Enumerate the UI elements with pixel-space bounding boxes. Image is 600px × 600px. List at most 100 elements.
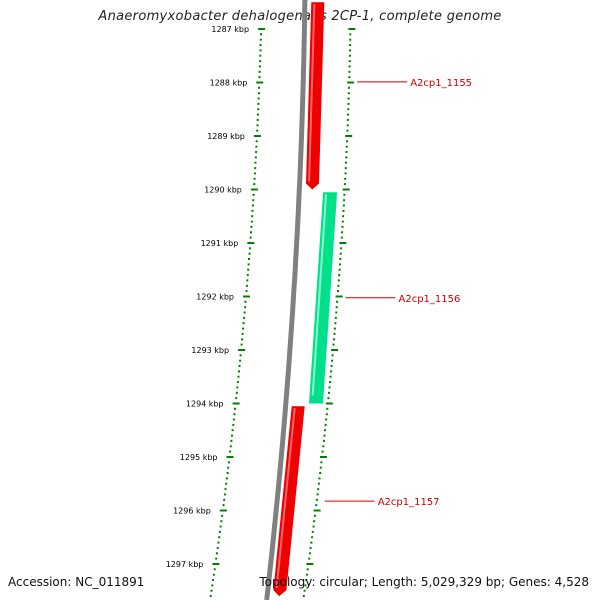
major-tick (253, 135, 261, 137)
minor-tick (217, 541, 220, 544)
minor-tick (225, 477, 228, 480)
minor-tick (341, 225, 344, 228)
minor-tick (257, 102, 260, 105)
minor-tick (310, 541, 313, 544)
minor-tick (259, 60, 262, 63)
minor-tick (328, 391, 330, 394)
outer-tick-dots (209, 28, 266, 598)
minor-tick (257, 92, 260, 95)
minor-tick (315, 498, 318, 501)
major-tick (339, 242, 347, 244)
minor-tick (303, 589, 306, 592)
minor-tick (326, 407, 329, 410)
minor-tick (255, 145, 258, 148)
major-tick (348, 28, 356, 30)
minor-tick (220, 520, 223, 523)
minor-tick (327, 397, 330, 400)
minor-tick (259, 54, 262, 57)
minor-tick (246, 279, 249, 282)
minor-tick (211, 584, 214, 587)
gene-label: A2cp1_1156 (399, 294, 461, 305)
minor-tick (345, 151, 348, 153)
minor-tick (334, 322, 337, 325)
tick-labels: 1287 kbp 1288 kbp 1289 kbp 1290 kbp 1291 kbp… (166, 25, 249, 569)
minor-tick (309, 546, 312, 549)
minor-tick (347, 97, 350, 100)
minor-tick (330, 365, 333, 367)
major-tick (325, 402, 333, 405)
minor-tick (348, 60, 351, 63)
minor-tick (256, 129, 259, 132)
minor-tick (334, 316, 337, 319)
minor-tick (331, 354, 334, 357)
major-tick (342, 188, 350, 191)
minor-tick (305, 579, 308, 581)
minor-tick (212, 579, 215, 581)
minor-tick (254, 167, 257, 170)
gene-highlight (275, 408, 296, 589)
minor-tick (235, 397, 238, 400)
minor-tick (319, 466, 322, 469)
minor-tick (236, 386, 239, 389)
minor-tick (349, 38, 352, 41)
minor-tick (316, 493, 319, 496)
minor-tick (257, 113, 259, 116)
minor-tick (349, 33, 352, 36)
minor-tick (317, 482, 320, 485)
major-tick (306, 563, 314, 565)
minor-tick (305, 573, 308, 576)
minor-tick (223, 493, 226, 496)
minor-tick (221, 514, 224, 517)
minor-tick (343, 199, 346, 202)
minor-tick (333, 327, 336, 330)
tick-label: 1290 kbp (204, 186, 242, 195)
minor-tick (319, 472, 322, 474)
minor-tick (318, 477, 321, 480)
minor-tick (337, 290, 339, 293)
minor-tick (255, 140, 258, 143)
minor-tick (229, 450, 232, 453)
minor-tick (257, 97, 260, 100)
minor-tick (231, 429, 234, 432)
minor-tick (335, 306, 338, 309)
genome-backbone (264, 0, 308, 600)
tick-label: 1293 kbp (191, 346, 229, 355)
minor-tick (233, 413, 236, 416)
minor-tick (237, 375, 240, 378)
minor-tick (250, 220, 253, 223)
minor-tick (251, 209, 254, 212)
minor-tick (333, 338, 335, 341)
minor-tick (215, 552, 218, 555)
minor-tick (243, 316, 246, 319)
minor-tick (218, 530, 221, 533)
minor-tick (223, 498, 226, 501)
gene-highlight (308, 4, 316, 182)
major-tick (243, 295, 250, 298)
minor-tick (308, 552, 311, 555)
minor-tick (236, 381, 239, 384)
minor-tick (258, 65, 261, 68)
minor-tick (256, 124, 259, 127)
tick-label: 1291 kbp (201, 239, 239, 248)
gene-features (273, 2, 338, 597)
minor-tick (234, 407, 236, 410)
minor-tick (247, 268, 250, 271)
minor-tick (337, 284, 340, 287)
minor-tick (337, 279, 340, 282)
gene-label: A2cp1_1155 (410, 78, 472, 89)
major-tick (226, 456, 234, 458)
minor-tick (251, 204, 254, 207)
minor-tick (347, 113, 350, 116)
minor-tick (258, 76, 261, 79)
minor-tick (253, 183, 256, 186)
minor-tick (345, 156, 348, 159)
minor-tick (343, 183, 346, 186)
minor-tick (338, 274, 341, 277)
tick-label: 1297 kbp (166, 560, 204, 569)
inner-tick-dots (302, 28, 356, 598)
minor-tick (253, 177, 256, 180)
minor-tick (302, 595, 305, 598)
gene-label: A2cp1_1157 (378, 497, 440, 508)
minor-tick (324, 423, 327, 426)
